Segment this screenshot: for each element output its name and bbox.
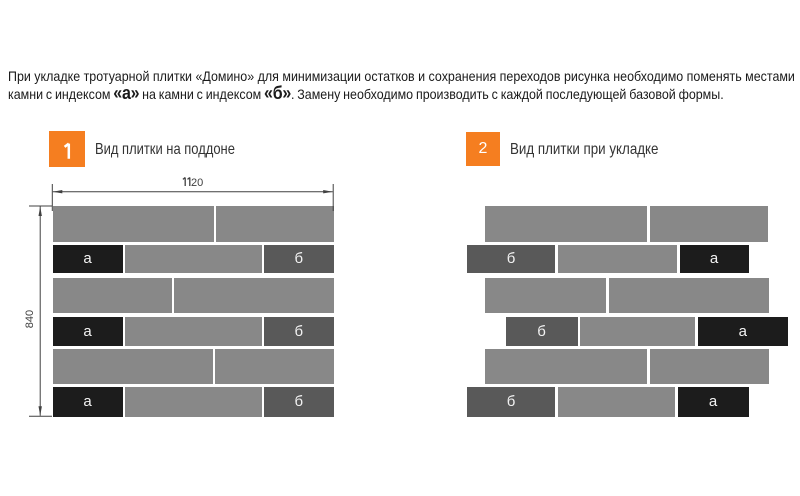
svg-text:20: 20 xyxy=(191,177,203,189)
svg-text:840: 840 xyxy=(24,310,36,328)
